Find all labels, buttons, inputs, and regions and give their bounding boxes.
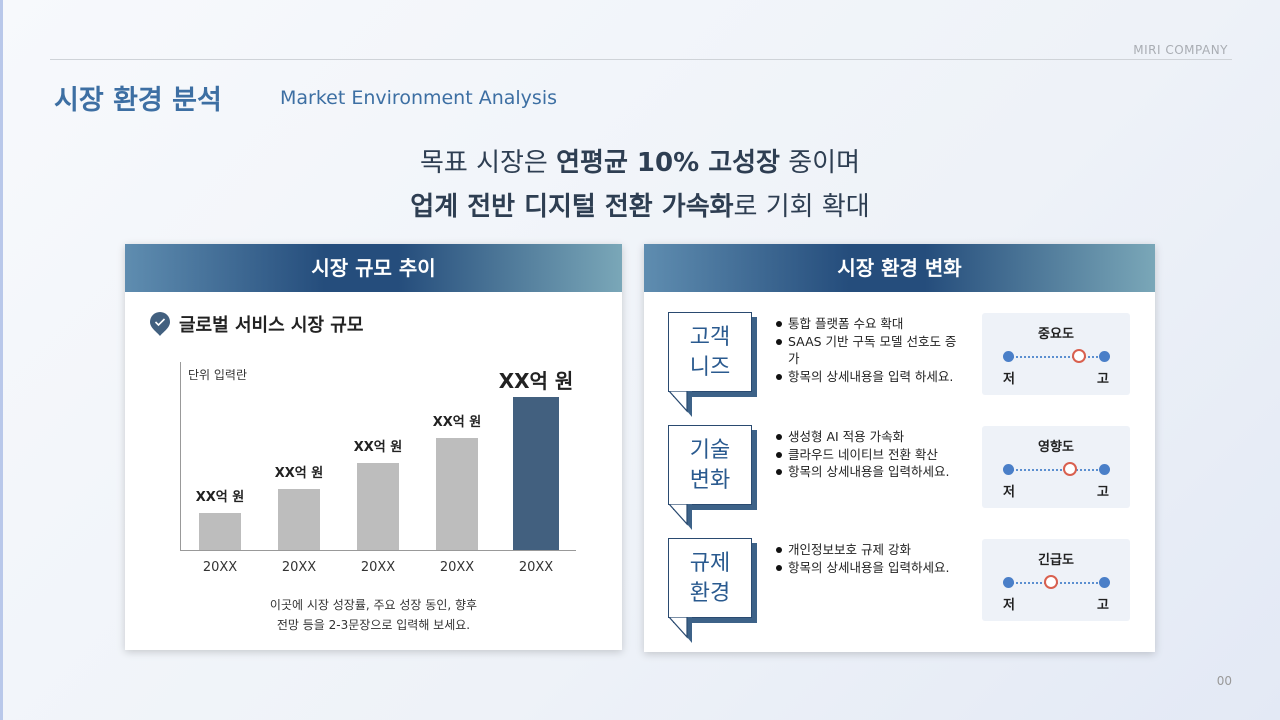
headline-text: 중이며 — [779, 148, 861, 178]
description-line: 전망 등을 2-3문장으로 입력해 보세요. — [276, 618, 471, 632]
gauge-high-label: 고 — [1097, 485, 1109, 500]
x-axis — [180, 550, 576, 551]
chart-description: 이곳에 시장 성장률, 주요 성장 동인, 향후 전망 등을 2-3문장으로 입… — [125, 595, 622, 635]
x-tick-label: 20XX — [281, 560, 317, 575]
category-label: 고객 — [689, 325, 731, 350]
gauge-low-dot — [1003, 464, 1014, 475]
headline-emphasis: 연평균 10% 고성장 — [556, 148, 780, 178]
category-bubble: 고객 니즈 — [668, 312, 752, 392]
gauge-high-label: 고 — [1097, 598, 1109, 613]
unit-label: 단위 입력란 — [188, 368, 248, 382]
gauge-low-dot — [1003, 577, 1014, 588]
description-line: 이곳에 시장 성장률, 주요 성장 동인, 향후 — [269, 598, 478, 612]
gauge-high-label: 고 — [1097, 372, 1109, 387]
gauge-track — [1009, 356, 1105, 358]
category-bubble: 규제 환경 — [668, 538, 752, 618]
bar-value-label: XX억 원 — [195, 490, 245, 506]
gauge-high-dot — [1099, 577, 1110, 588]
bar — [513, 397, 559, 550]
gauge-title: 중요도 — [1038, 327, 1074, 342]
bullet-item: 클라우드 네이티브 전환 확산 — [774, 446, 964, 464]
gauge-marker — [1063, 462, 1078, 476]
category-bubble: 기술 변화 — [668, 425, 752, 505]
gauge-track — [1009, 469, 1105, 471]
gauge-title: 긴급도 — [1038, 553, 1074, 568]
page-subtitle: Market Environment Analysis — [280, 87, 557, 109]
x-tick-label: 20XX — [360, 560, 396, 575]
gauge-low-label: 저 — [1003, 372, 1015, 387]
bullet-item: 개인정보보호 규제 강화 — [774, 541, 964, 559]
gauge-high-dot — [1099, 464, 1110, 475]
bullet-item: 생성형 AI 적용 가속화 — [774, 428, 964, 446]
bar — [199, 513, 241, 550]
headline-line-1: 목표 시장은 연평균 10% 고성장 중이며 — [0, 142, 1280, 179]
card-title: 시장 규모 추이 — [125, 244, 622, 292]
gauge-high-dot — [1099, 351, 1110, 362]
category-label: 환경 — [689, 581, 731, 606]
gauge-low-dot — [1003, 351, 1014, 362]
check-pin-icon — [150, 312, 170, 336]
x-tick-label: 20XX — [202, 560, 238, 575]
gauge-low-label: 저 — [1003, 485, 1015, 500]
headline-line-2: 업계 전반 디지털 전환 가속화로 기회 확대 — [0, 186, 1280, 223]
bullet-list: 통합 플랫폼 수요 확대 SAAS 기반 구독 모델 선호도 증가 항목의 상세내용… — [774, 315, 964, 385]
y-axis — [180, 362, 181, 550]
page-number: 00 — [1216, 674, 1232, 688]
bullet-item: 통합 플랫폼 수요 확대 — [774, 315, 964, 333]
bar-value-label: XX억 원 — [432, 415, 482, 431]
bullet-list: 생성형 AI 적용 가속화 클라우드 네이티브 전환 확산 항목의 상세내용을 입력… — [774, 428, 964, 481]
gauge-marker — [1044, 575, 1059, 589]
category-label: 변화 — [689, 468, 731, 493]
headline-text: 로 기회 확대 — [733, 192, 870, 222]
company-name: MIRI COMPANY — [1133, 43, 1228, 57]
headline-emphasis: 업계 전반 디지털 전환 가속화 — [410, 192, 734, 222]
bar-value-label: XX억 원 — [274, 465, 324, 481]
x-tick-label: 20XX — [439, 560, 475, 575]
x-tick-label: 20XX — [518, 560, 554, 575]
bar — [436, 438, 478, 550]
level-gauge: 중요도 저 고 — [982, 313, 1130, 395]
card-title: 시장 환경 변화 — [644, 244, 1155, 292]
level-gauge: 긴급도 저 고 — [982, 539, 1130, 621]
gauge-marker — [1072, 349, 1087, 363]
headline-text: 목표 시장은 — [419, 148, 557, 178]
bullet-item: 항목의 상세내용을 입력하세요. — [774, 463, 964, 481]
bar — [278, 488, 320, 550]
bar — [357, 462, 399, 550]
bullet-list: 개인정보보호 규제 강화 항목의 상세내용을 입력하세요. — [774, 541, 964, 576]
category-label: 규제 — [689, 551, 731, 576]
page-title: 시장 환경 분석 — [54, 85, 222, 116]
gauge-low-label: 저 — [1003, 598, 1015, 613]
bullet-item: SAAS 기반 구독 모델 선호도 증가 — [774, 333, 964, 368]
bullet-item: 항목의 상세내용을 입력하세요. — [774, 559, 964, 577]
section-title: 글로벌 서비스 시장 규모 — [179, 315, 364, 336]
bubble-tail-icon — [668, 617, 692, 643]
gauge-title: 영향도 — [1038, 440, 1074, 455]
bar-value-label: XX억 원 — [498, 369, 574, 393]
category-label: 기술 — [689, 438, 731, 463]
left-accent-bar — [0, 0, 3, 720]
category-label: 니즈 — [689, 355, 731, 380]
level-gauge: 영향도 저 고 — [982, 426, 1130, 508]
bar-value-label: XX억 원 — [353, 439, 403, 455]
bubble-tail-icon — [668, 504, 692, 530]
header-divider — [50, 59, 1232, 60]
bubble-tail-icon — [668, 391, 692, 417]
bullet-item: 항목의 상세내용을 입력 하세요. — [774, 368, 964, 386]
